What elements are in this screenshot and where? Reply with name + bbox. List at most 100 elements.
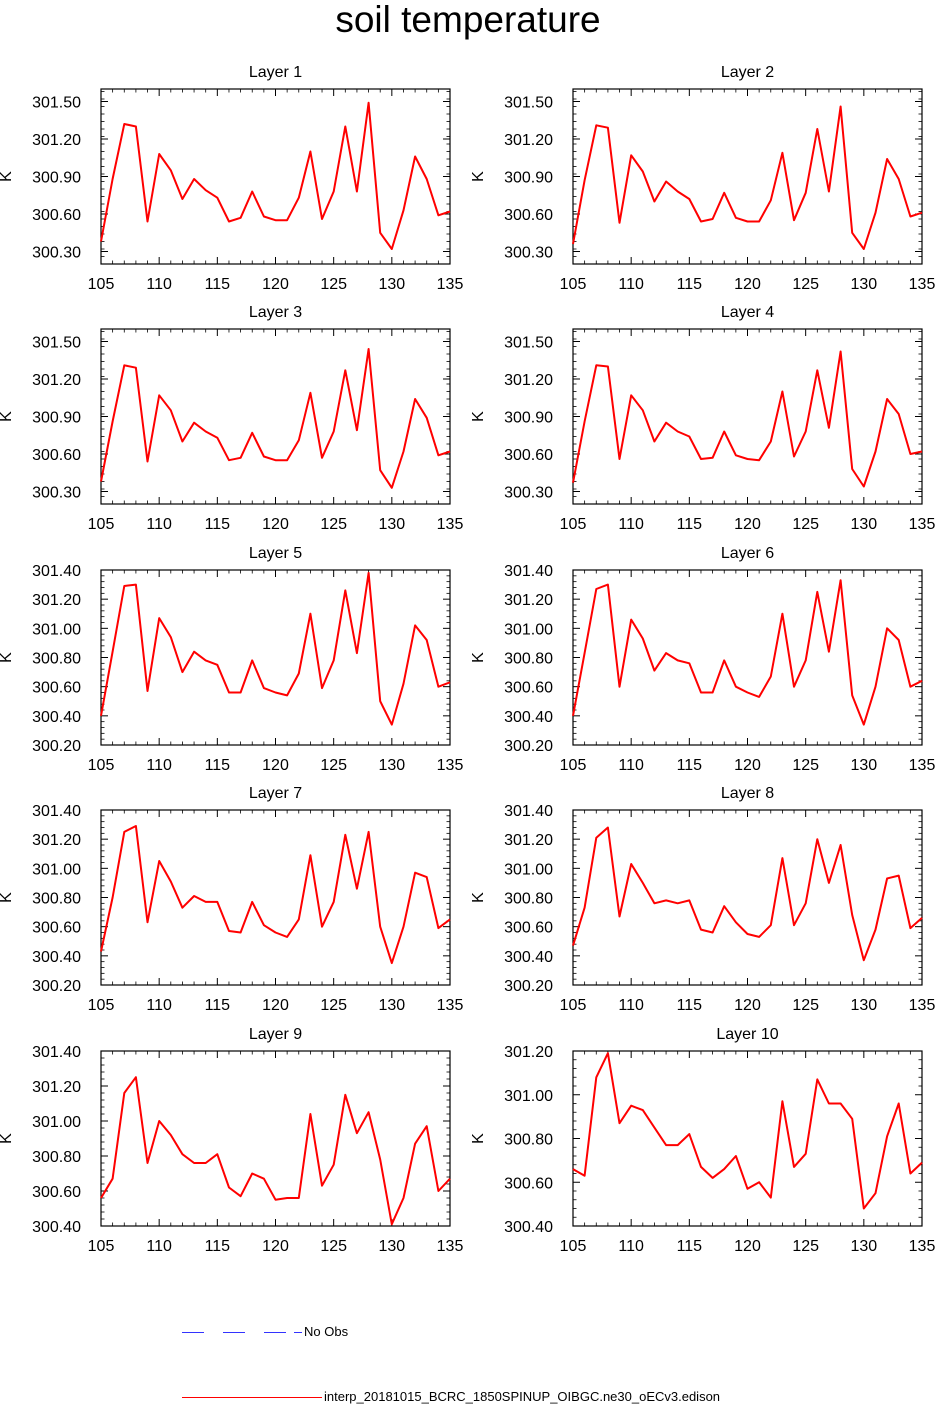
layer10-xtick-label: 115 — [677, 1238, 703, 1255]
legend-obs-dash — [264, 1332, 286, 1334]
layer8-xtick-label: 115 — [677, 997, 703, 1014]
layer5-title: Layer 5 — [249, 545, 302, 562]
layer2-series-line — [572, 105, 923, 250]
layer2-xtick-label: 120 — [734, 276, 761, 293]
layer9-title: Layer 9 — [249, 1026, 302, 1043]
layer5-xtick-label: 105 — [88, 757, 115, 774]
layer6-xtick-label: 130 — [850, 757, 877, 774]
layer10-xtick-label: 135 — [909, 1238, 936, 1255]
layer1-ytick-label: 301.20 — [32, 132, 81, 149]
layer2-title: Layer 2 — [721, 64, 774, 81]
layer8-ytick-label: 300.80 — [504, 891, 553, 908]
layer7-xtick-label: 105 — [88, 997, 115, 1014]
layer1-series-line — [100, 101, 451, 250]
layer6-xtick-label: 135 — [909, 757, 936, 774]
layer2-ytick-label: 300.90 — [504, 170, 553, 187]
layer8-ytick-label: 300.40 — [504, 949, 553, 966]
layer9-series-line — [100, 1076, 451, 1226]
layer4-xtick-label: 120 — [734, 516, 761, 533]
layer2-ytick-label: 301.20 — [504, 132, 553, 149]
layer5-xtick-label: 135 — [437, 757, 464, 774]
legend-obs-dash — [223, 1332, 245, 1334]
layer9-ytick-label: 301.00 — [32, 1114, 81, 1131]
layer4-ytick-label: 301.20 — [504, 372, 553, 389]
layer6-ytick-label: 301.20 — [504, 592, 553, 609]
layer2-xtick-label: 125 — [792, 276, 819, 293]
layer3-xtick-label: 125 — [320, 516, 347, 533]
layer8-ytick-label: 300.20 — [504, 978, 553, 995]
layer6-title: Layer 6 — [721, 545, 774, 562]
layer4-xtick-label: 110 — [618, 516, 644, 533]
layer9-xtick-label: 135 — [437, 1238, 464, 1255]
layer7-ytick-label: 301.00 — [32, 861, 81, 878]
layer7-xtick-label: 125 — [320, 997, 347, 1014]
layer7-xtick-label: 115 — [205, 997, 231, 1014]
layer2-xtick-label: 105 — [560, 276, 587, 293]
layer9-ytick-label: 300.60 — [32, 1184, 81, 1201]
layer9-xtick-label: 110 — [146, 1238, 172, 1255]
layer7-ytick-label: 301.40 — [32, 803, 81, 820]
layer5-xtick-label: 110 — [146, 757, 172, 774]
layer9-ytick-label: 300.80 — [32, 1149, 81, 1166]
layer3-xtick-label: 120 — [262, 516, 289, 533]
layer7-ytick-label: 301.20 — [32, 832, 81, 849]
layer8-ytick-label: 300.60 — [504, 920, 553, 937]
layer8-ytick-label: 301.20 — [504, 832, 553, 849]
layer6-xtick-label: 120 — [734, 757, 761, 774]
layer5-xtick-label: 125 — [320, 757, 347, 774]
layer1-xtick-label: 135 — [437, 276, 464, 293]
layer8-xtick-label: 125 — [792, 997, 819, 1014]
layer10-series-line — [572, 1052, 923, 1210]
layer7-series-line — [100, 825, 451, 965]
layer1-ytick-label: 300.30 — [32, 245, 81, 262]
layer10-ytick-label: 300.60 — [504, 1175, 553, 1192]
layer9-xtick-label: 120 — [262, 1238, 289, 1255]
layer9-xtick-label: 115 — [205, 1238, 231, 1255]
layer6-ytick-label: 300.80 — [504, 651, 553, 668]
layer6-xtick-label: 105 — [560, 757, 587, 774]
layer6-ytick-label: 300.40 — [504, 709, 553, 726]
layer4-ytick-label: 301.50 — [504, 335, 553, 352]
layer3-ytick-label: 301.50 — [32, 335, 81, 352]
layer5-ylabel: K — [0, 652, 15, 663]
layer1-xtick-label: 120 — [262, 276, 289, 293]
layer4-ytick-label: 300.30 — [504, 485, 553, 502]
layer10-xtick-label: 120 — [734, 1238, 761, 1255]
layer6-ytick-label: 300.20 — [504, 738, 553, 755]
layer6-ytick-label: 301.40 — [504, 563, 553, 580]
layer10-ylabel: K — [470, 1133, 487, 1144]
layer8-series-line — [572, 826, 923, 962]
layer2-frame — [572, 88, 923, 265]
layer4-frame — [572, 328, 923, 505]
layer2-xtick-label: 130 — [850, 276, 877, 293]
layer10-ytick-label: 301.20 — [504, 1044, 553, 1061]
layer4-xtick-label: 105 — [560, 516, 587, 533]
layer3-xtick-label: 135 — [437, 516, 464, 533]
layer6-xtick-label: 125 — [792, 757, 819, 774]
layer3-ylabel: K — [0, 411, 15, 422]
page-title: soil temperature — [335, 0, 601, 40]
layer5-series-line — [100, 571, 451, 726]
layer3-series-line — [100, 348, 451, 489]
layer8-title: Layer 8 — [721, 785, 774, 802]
layer3-xtick-label: 115 — [205, 516, 231, 533]
layer2-xtick-label: 110 — [618, 276, 644, 293]
layer6-series-line — [572, 579, 923, 726]
legend-obs: No Obs — [182, 1324, 348, 1340]
layer8-frame — [572, 809, 923, 986]
layer5-ytick-label: 300.80 — [32, 651, 81, 668]
layer8-ylabel: K — [470, 892, 487, 903]
layer9-xtick-label: 125 — [320, 1238, 347, 1255]
layer9-ytick-label: 300.40 — [32, 1219, 81, 1236]
layer10-ytick-label: 301.00 — [504, 1088, 553, 1105]
layer2-xtick-label: 115 — [677, 276, 703, 293]
layer2-ylabel: K — [470, 171, 487, 182]
layer10-xtick-label: 105 — [560, 1238, 587, 1255]
layer1-ytick-label: 300.90 — [32, 170, 81, 187]
layer3-frame — [100, 328, 451, 505]
layer4-xtick-label: 125 — [792, 516, 819, 533]
layer1-ytick-label: 300.60 — [32, 207, 81, 224]
layer1-ylabel: K — [0, 171, 15, 182]
layer5-ytick-label: 301.40 — [32, 563, 81, 580]
layer5-ytick-label: 300.40 — [32, 709, 81, 726]
